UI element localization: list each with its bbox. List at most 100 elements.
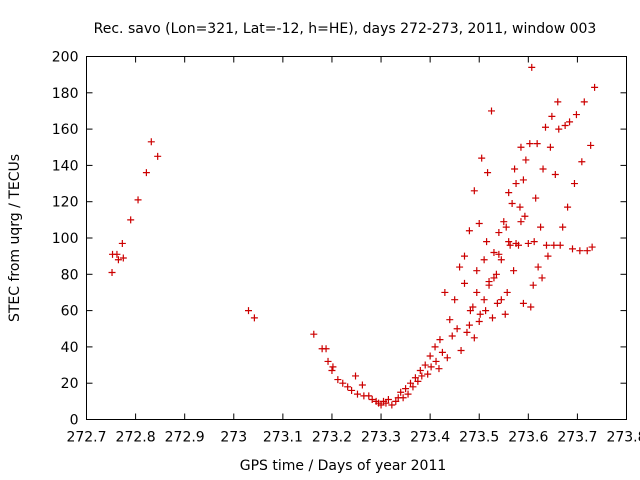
data-point <box>578 158 586 166</box>
data-point <box>591 83 599 91</box>
data-point <box>475 317 483 325</box>
data-point <box>476 310 484 318</box>
data-point <box>497 256 505 264</box>
data-point <box>470 334 478 342</box>
data-point <box>528 63 536 71</box>
data-point <box>465 227 473 235</box>
data-point <box>517 218 525 226</box>
data-point <box>436 336 444 344</box>
data-point <box>384 396 392 404</box>
data-point <box>470 187 478 195</box>
data-point <box>322 345 330 353</box>
data-point <box>501 310 509 318</box>
x-tick-label: 273.8 <box>606 430 640 446</box>
data-point <box>435 365 443 373</box>
data-point <box>451 296 459 304</box>
data-point <box>495 229 503 237</box>
data-point <box>113 250 121 258</box>
y-tick-label: 60 <box>61 304 79 320</box>
x-tick-label: 272.9 <box>165 430 205 446</box>
data-point <box>550 241 558 249</box>
data-point <box>427 363 435 371</box>
x-tick-label: 272.8 <box>116 430 156 446</box>
data-point <box>142 169 150 177</box>
data-point <box>512 239 520 247</box>
y-axis-label: STEC from uqrg / TECUs <box>7 154 23 322</box>
data-point <box>542 123 549 131</box>
data-point <box>329 363 337 371</box>
y-tick-label: 80 <box>61 267 79 283</box>
data-point <box>407 379 414 387</box>
y-tick-label: 40 <box>61 340 79 356</box>
data-point <box>495 250 503 258</box>
data-point <box>409 383 417 391</box>
data-point <box>539 165 547 173</box>
data-point <box>461 252 468 260</box>
data-point <box>505 238 513 246</box>
data-point <box>521 212 529 220</box>
y-tick-label: 140 <box>52 158 79 174</box>
data-point <box>506 241 514 249</box>
data-point <box>587 141 595 149</box>
data-point <box>402 385 410 393</box>
data-point <box>118 239 126 247</box>
data-point <box>377 401 385 409</box>
data-point <box>529 281 537 289</box>
data-point <box>438 348 446 356</box>
data-point <box>530 238 538 246</box>
plot-frame <box>86 56 627 420</box>
data-point <box>431 343 439 351</box>
data-point <box>382 399 390 407</box>
data-point <box>512 180 520 188</box>
data-point <box>508 200 516 208</box>
data-point <box>465 321 473 329</box>
x-tick-label: 273.5 <box>459 430 499 446</box>
data-point <box>446 316 454 324</box>
data-point <box>250 314 258 322</box>
data-point <box>365 392 373 400</box>
data-point <box>583 247 591 255</box>
y-tick-label: 160 <box>52 122 79 138</box>
data-point <box>245 307 252 315</box>
x-tick-label: 273.6 <box>508 430 548 446</box>
data-point <box>348 386 356 394</box>
data-point <box>497 296 505 304</box>
data-point <box>502 223 510 231</box>
data-point <box>339 379 347 387</box>
data-point <box>576 247 584 255</box>
y-tick-label: 180 <box>52 86 79 102</box>
data-point <box>532 194 540 202</box>
x-tick-label: 273.3 <box>361 430 401 446</box>
data-point <box>533 140 541 148</box>
data-point <box>537 223 545 231</box>
data-point <box>505 189 513 197</box>
data-point <box>466 307 474 315</box>
x-tick-label: 272.7 <box>66 430 106 446</box>
data-point <box>411 374 419 382</box>
data-point <box>328 366 336 374</box>
data-point <box>475 219 483 227</box>
data-point <box>478 154 486 162</box>
data-point <box>526 140 534 148</box>
x-axis-label: GPS time / Days of year 2011 <box>240 458 447 474</box>
data-point <box>353 390 361 398</box>
data-point <box>463 328 471 336</box>
data-point <box>548 112 556 120</box>
data-point <box>483 238 491 246</box>
data-points <box>108 63 599 409</box>
data-point <box>414 377 422 385</box>
chart-title: Rec. savo (Lon=321, Lat=-12, h=HE), days… <box>94 21 597 37</box>
data-point <box>572 111 580 119</box>
data-point <box>334 376 342 384</box>
data-point <box>108 268 116 276</box>
data-point <box>522 156 530 164</box>
y-tick-label: 120 <box>52 195 79 211</box>
x-tick-label: 273.4 <box>410 430 450 446</box>
data-point <box>324 357 332 365</box>
data-point <box>388 401 396 409</box>
y-axis: 0 20 40 60 80 100 120 140 160 180 200 <box>52 50 627 429</box>
data-point <box>424 370 432 378</box>
data-point <box>480 296 488 304</box>
data-point <box>517 143 525 151</box>
